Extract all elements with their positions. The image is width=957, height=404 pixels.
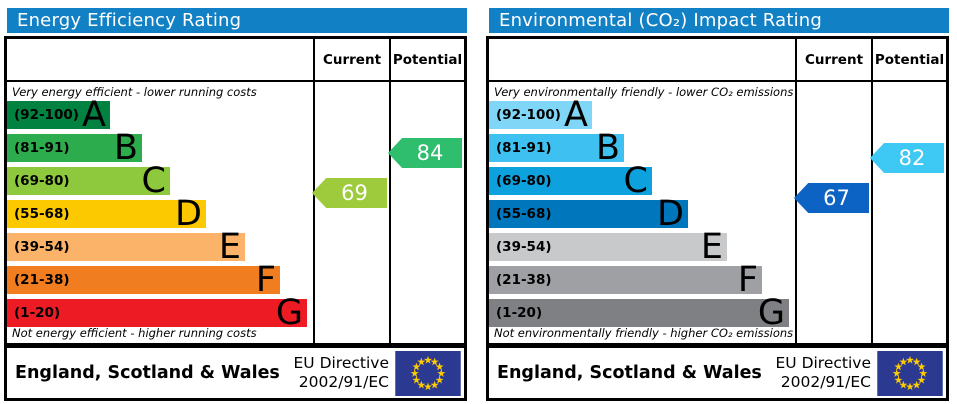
band-row-c: (69-80) C xyxy=(7,161,170,201)
potential-column-header: Potential xyxy=(389,39,464,80)
bottom-caption: Not energy efficient - higher running co… xyxy=(12,326,257,340)
eu-directive-label: EU Directive 2002/91/EC xyxy=(294,354,390,393)
band-row-e: (39-54) E xyxy=(489,227,727,267)
band-letter: F xyxy=(255,260,276,300)
band-range: (92-100) xyxy=(496,107,561,123)
potential-rating-value: 82 xyxy=(898,146,926,170)
current-rating-arrow: 67 xyxy=(794,183,869,213)
bottom-caption: Not environmentally friendly - higher CO… xyxy=(494,326,794,340)
band-letter: D xyxy=(657,194,684,234)
band-letter: C xyxy=(141,161,166,201)
band-letter: G xyxy=(757,293,785,333)
table-body: Very energy efficient - lower running co… xyxy=(7,82,464,343)
band-range: (69-80) xyxy=(496,173,552,189)
eu-directive-label: EU Directive 2002/91/EC xyxy=(776,354,872,393)
band-range: (81-91) xyxy=(496,140,552,156)
energy-efficiency-panel: Energy Efficiency Rating Current Potenti… xyxy=(4,8,467,401)
band-range: (39-54) xyxy=(14,239,70,255)
energy-rating-table: Current Potential Very energy efficient … xyxy=(4,36,467,346)
band-range: (39-54) xyxy=(496,239,552,255)
table-header-row: Current Potential xyxy=(489,39,946,82)
potential-rating-value: 84 xyxy=(416,141,444,165)
band-range: (1-20) xyxy=(14,305,61,321)
eu-directive-line1: EU Directive xyxy=(293,353,390,372)
band-letter: F xyxy=(737,260,758,300)
potential-rating-arrow: 82 xyxy=(870,143,944,173)
current-rating-arrow: 69 xyxy=(312,178,387,208)
band-range: (81-91) xyxy=(14,140,70,156)
band-letter: B xyxy=(595,128,620,168)
band-row-b: (81-91) B xyxy=(7,128,142,168)
current-rating-value: 67 xyxy=(823,186,850,210)
band-letter: C xyxy=(623,161,648,201)
band-row-g: (1-20) G xyxy=(489,293,789,333)
region-label: England, Scotland & Wales xyxy=(497,363,762,383)
band-range: (21-38) xyxy=(14,272,70,288)
band-row-a: (92-100) A xyxy=(489,95,592,135)
band-letter: A xyxy=(82,95,106,135)
band-range: (1-20) xyxy=(496,305,543,321)
current-value-column: 67 xyxy=(794,82,871,343)
band-row-e: (39-54) E xyxy=(7,227,245,267)
current-column-header: Current xyxy=(795,39,871,80)
eu-directive-line2: 2002/91/EC xyxy=(780,373,871,391)
top-caption: Very environmentally friendly - lower CO… xyxy=(494,85,794,99)
band-letter: A xyxy=(564,95,588,135)
band-letter: B xyxy=(113,128,138,168)
panel-footer: England, Scotland & Wales EU Directive 2… xyxy=(486,345,949,401)
panel-title: Energy Efficiency Rating xyxy=(7,8,467,33)
band-letter: D xyxy=(175,194,202,234)
top-caption: Very energy efficient - lower running co… xyxy=(12,85,257,99)
bands-area: Very energy efficient - lower running co… xyxy=(7,82,313,343)
co2-rating-table: Current Potential Very environmentally f… xyxy=(486,36,949,346)
potential-column-header: Potential xyxy=(871,39,946,80)
band-range: (55-68) xyxy=(14,206,70,222)
current-rating-value: 69 xyxy=(341,181,368,205)
eu-directive-line2: 2002/91/EC xyxy=(298,373,389,391)
band-column-header xyxy=(7,39,313,80)
eu-flag-icon xyxy=(877,350,943,396)
band-range: (55-68) xyxy=(496,206,552,222)
band-row-f: (21-38) F xyxy=(489,260,762,300)
band-row-a: (92-100) A xyxy=(7,95,110,135)
band-row-c: (69-80) C xyxy=(489,161,652,201)
table-header-row: Current Potential xyxy=(7,39,464,82)
region-label: England, Scotland & Wales xyxy=(15,363,280,383)
band-row-f: (21-38) F xyxy=(7,260,280,300)
potential-rating-arrow: 84 xyxy=(388,138,462,168)
band-range: (21-38) xyxy=(496,272,552,288)
band-letter: E xyxy=(218,227,241,267)
bands-area: Very environmentally friendly - lower CO… xyxy=(489,82,795,343)
potential-value-column: 84 xyxy=(388,82,464,343)
eu-flag-icon xyxy=(395,350,461,396)
panel-title: Environmental (CO₂) Impact Rating xyxy=(489,8,949,33)
band-row-d: (55-68) D xyxy=(489,194,688,234)
band-letter: E xyxy=(700,227,723,267)
current-column-header: Current xyxy=(313,39,389,80)
band-letter: G xyxy=(275,293,303,333)
band-row-d: (55-68) D xyxy=(7,194,206,234)
table-body: Very environmentally friendly - lower CO… xyxy=(489,82,946,343)
current-value-column: 69 xyxy=(312,82,389,343)
band-range: (92-100) xyxy=(14,107,79,123)
band-row-b: (81-91) B xyxy=(489,128,624,168)
eu-directive-line1: EU Directive xyxy=(775,353,872,372)
band-row-g: (1-20) G xyxy=(7,293,307,333)
potential-value-column: 82 xyxy=(870,82,946,343)
band-range: (69-80) xyxy=(14,173,70,189)
band-column-header xyxy=(489,39,795,80)
environmental-impact-panel: Environmental (CO₂) Impact Rating Curren… xyxy=(486,8,949,401)
panel-footer: England, Scotland & Wales EU Directive 2… xyxy=(4,345,467,401)
